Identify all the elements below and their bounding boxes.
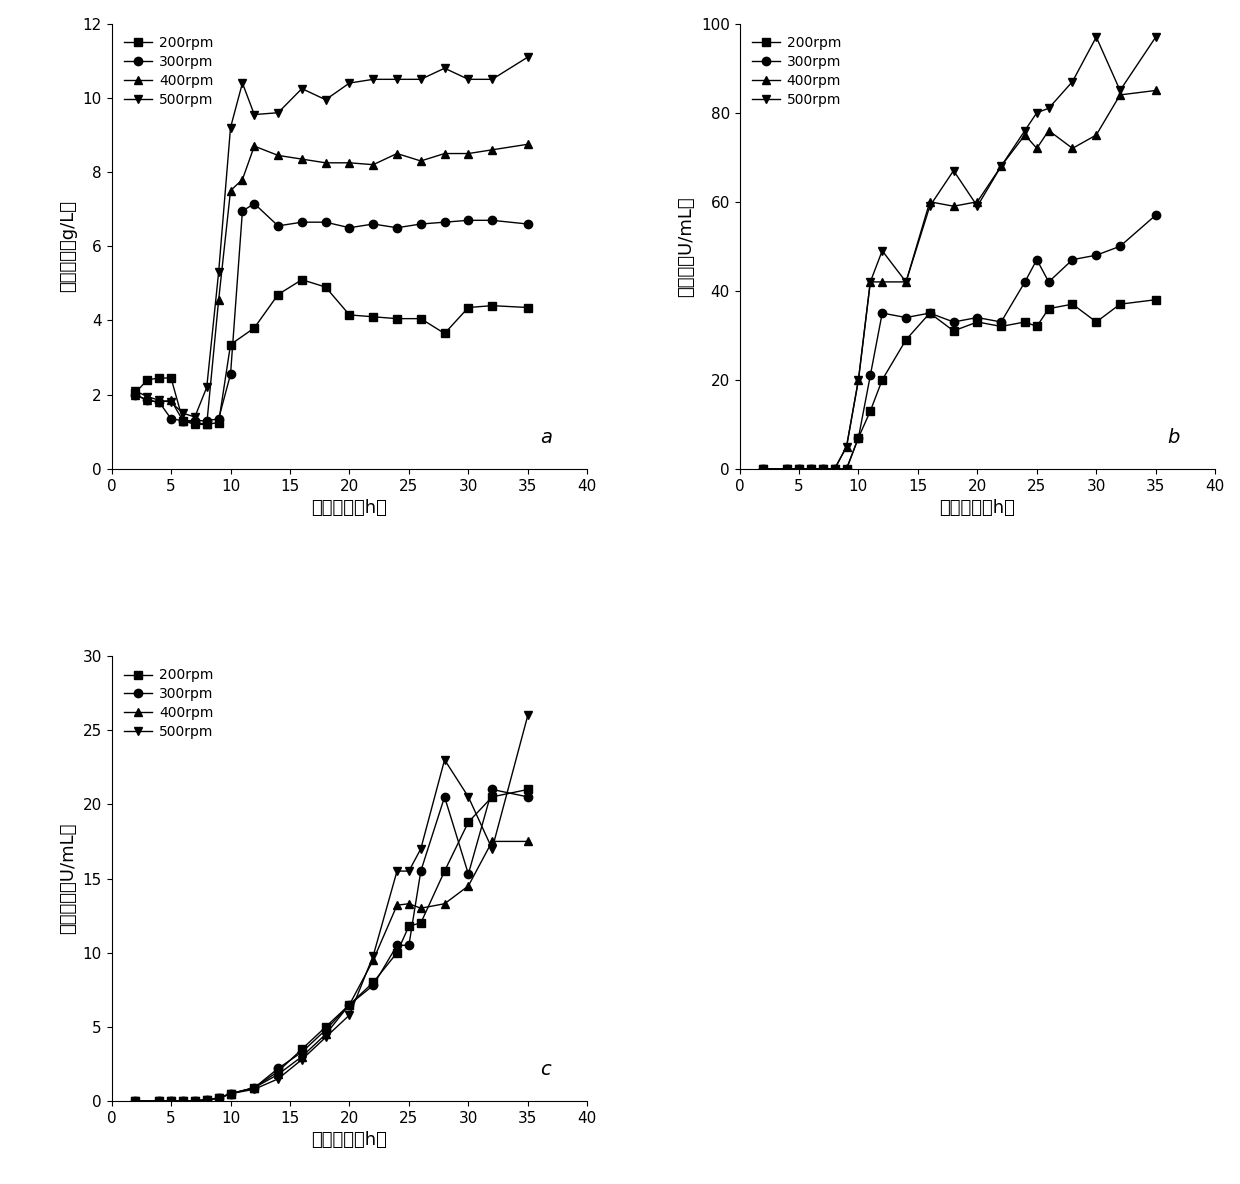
X-axis label: 发酵时间（h）: 发酵时间（h） [311, 1132, 387, 1150]
Legend: 200rpm, 300rpm, 400rpm, 500rpm: 200rpm, 300rpm, 400rpm, 500rpm [746, 31, 847, 112]
Text: a: a [539, 427, 552, 446]
X-axis label: 发酵时间（h）: 发酵时间（h） [940, 500, 1016, 517]
Legend: 200rpm, 300rpm, 400rpm, 500rpm: 200rpm, 300rpm, 400rpm, 500rpm [119, 31, 218, 112]
Text: c: c [539, 1060, 551, 1079]
Y-axis label: 胞外酶活（U/mL）: 胞外酶活（U/mL） [60, 823, 77, 934]
Y-axis label: 菌体干重（g/L）: 菌体干重（g/L） [60, 200, 77, 292]
Text: b: b [1168, 427, 1180, 446]
X-axis label: 发酵时间（h）: 发酵时间（h） [311, 500, 387, 517]
Y-axis label: 总酶活（U/mL）: 总酶活（U/mL） [677, 197, 696, 297]
Legend: 200rpm, 300rpm, 400rpm, 500rpm: 200rpm, 300rpm, 400rpm, 500rpm [119, 663, 218, 745]
